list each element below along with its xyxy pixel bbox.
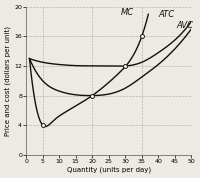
- Text: AVC: AVC: [177, 21, 194, 30]
- Text: ATC: ATC: [158, 10, 175, 19]
- Y-axis label: Price and cost (dollars per unit): Price and cost (dollars per unit): [5, 26, 11, 136]
- Text: MC: MC: [120, 8, 133, 17]
- X-axis label: Quantity (units per day): Quantity (units per day): [67, 167, 151, 173]
